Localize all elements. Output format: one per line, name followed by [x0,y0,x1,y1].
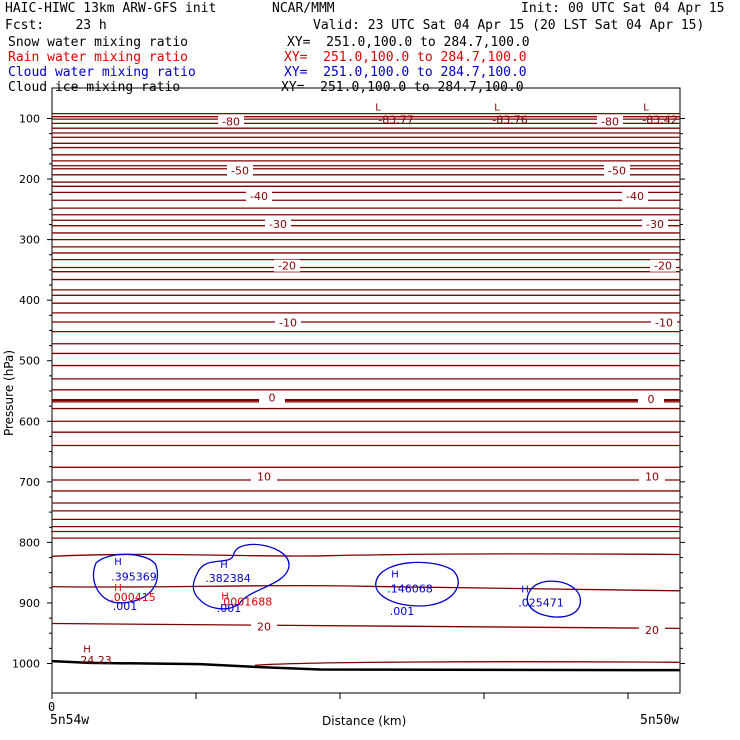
contour-label-bg [246,190,272,203]
y-tick-label-100: 100 [19,113,40,126]
legend-cloud: Cloud water mixing ratio [8,65,196,80]
isotherm-label--50: -50 [608,165,626,178]
x-tick-0: 0 [48,700,56,714]
legend-rain-xy: XY= 251.0,100.0 to 284.7,100.0 [284,50,527,65]
y-tick-label-700: 700 [19,476,40,489]
cloud-contour [526,580,581,618]
isotherm-line [51,622,681,630]
cloud-contour [92,553,158,604]
low-value: -83.76 [492,114,527,127]
contour-label-bg [275,316,301,329]
low-value: -83.77 [378,114,413,127]
cloud-max-value: .382384 [205,572,251,585]
model-title: HAIC-HIWC 13km ARW-GFS init [5,1,217,16]
org-label: NCAR/MMM [272,1,335,16]
isotherm-label--20: -20 [278,260,296,273]
contour-label-bg [650,259,676,272]
isotherm-line [51,584,681,592]
valid-time: Valid: 23 UTC Sat 04 Apr 15 (20 LST Sat … [313,18,705,33]
contour-label-bg [274,259,300,272]
cloud-contour-label: .001 [390,605,415,618]
rain-max-marker: H [114,583,122,594]
contour-label-bg [604,164,630,177]
legend-cloud-xy: XY= 251.0,100.0 to 284.7,100.0 [284,65,527,80]
init-time: Init: 00 UTC Sat 04 Apr 15 [521,1,725,16]
high-marker-surface: H [83,645,91,656]
y-tick-label-400: 400 [19,294,40,307]
cloud-max-marker: H [114,557,122,568]
isotherm-label--30: -30 [269,218,287,231]
y-tick-label-800: 800 [19,536,40,549]
isotherm-label--80: -80 [222,116,240,129]
contour-label-bg [227,164,253,177]
contour-label-bg [251,620,277,633]
isotherm-label--10: -10 [655,317,673,330]
isotherm-label-0: 0 [269,392,276,405]
cloud-max-value: .025471 [518,597,564,610]
cloud-max-marker: H [391,570,399,581]
low-marker: L [494,103,500,114]
cloud-max-marker: H [220,560,228,571]
x-axis-label: Distance (km) [322,714,407,728]
contour-label-bg [642,217,668,230]
rain-max-value: .000415 [110,591,156,604]
isotherm-label--10: -10 [279,317,297,330]
legend-snow: Snow water mixing ratio [8,35,189,50]
cloud-max-marker: H [521,585,529,596]
y-tick-label-1000: 1000 [12,658,40,671]
legend-rain: Rain water mixing ratio [8,50,189,65]
contour-label-bg [639,470,665,483]
rain-max-value: .0001688 [220,595,273,608]
isotherm-label-10: 10 [257,470,271,483]
high-value-surface: 24.23 [80,654,112,667]
low-value: -83.42 [642,114,677,127]
cloud-contour-label: .001 [113,600,138,613]
contour-label-bg [639,624,665,637]
contour-label-bg [218,115,244,128]
isotherm-label--20: -20 [654,260,672,273]
contour-label-bg [638,392,664,405]
isotherm-label--40: -40 [250,190,268,203]
y-tick-label-200: 200 [19,173,40,186]
cloud-contour-label: .001 [217,602,242,615]
contour-label-bg [597,115,623,128]
isotherm-label--80: -80 [601,116,619,129]
surface-line [51,659,681,672]
isotherm-label--30: -30 [646,218,664,231]
legend-snow-xy: XY= 251.0,100.0 to 284.7,100.0 [287,35,530,50]
low-marker: L [375,103,381,114]
contour-label-bg [251,470,277,483]
y-tick-label-900: 900 [19,597,40,610]
y-tick-label-600: 600 [19,415,40,428]
cloud-contour [192,543,290,610]
forecast-hour: Fcst: 23 h [5,18,107,33]
x-left-endpoint: 5n54w [50,713,90,728]
isotherm-label-20: 20 [257,621,271,634]
isotherm-line [254,661,681,666]
contour-label-bg [651,316,677,329]
y-axis-label: Pressure (hPa) [2,349,17,437]
low-marker: L [643,103,649,114]
cloud-max-value: .395369 [111,571,157,584]
isotherm-label-20: 20 [645,624,659,637]
x-right-endpoint: 5n50w [640,713,680,728]
contour-label-bg [265,217,291,230]
isotherm-label-0: 0 [648,393,655,406]
isotherm-label-10: 10 [645,470,659,483]
rain-max-marker: H [221,591,229,602]
isotherm-line [51,553,681,557]
contour-label-bg [622,190,648,203]
isotherm-label--50: -50 [231,165,249,178]
contour-label-bg [259,391,285,404]
cloud-contour [375,561,459,607]
y-tick-label-300: 300 [19,234,40,247]
isotherm-label--40: -40 [626,190,644,203]
y-tick-label-500: 500 [19,355,40,368]
cloud-max-value: .146068 [387,583,433,596]
